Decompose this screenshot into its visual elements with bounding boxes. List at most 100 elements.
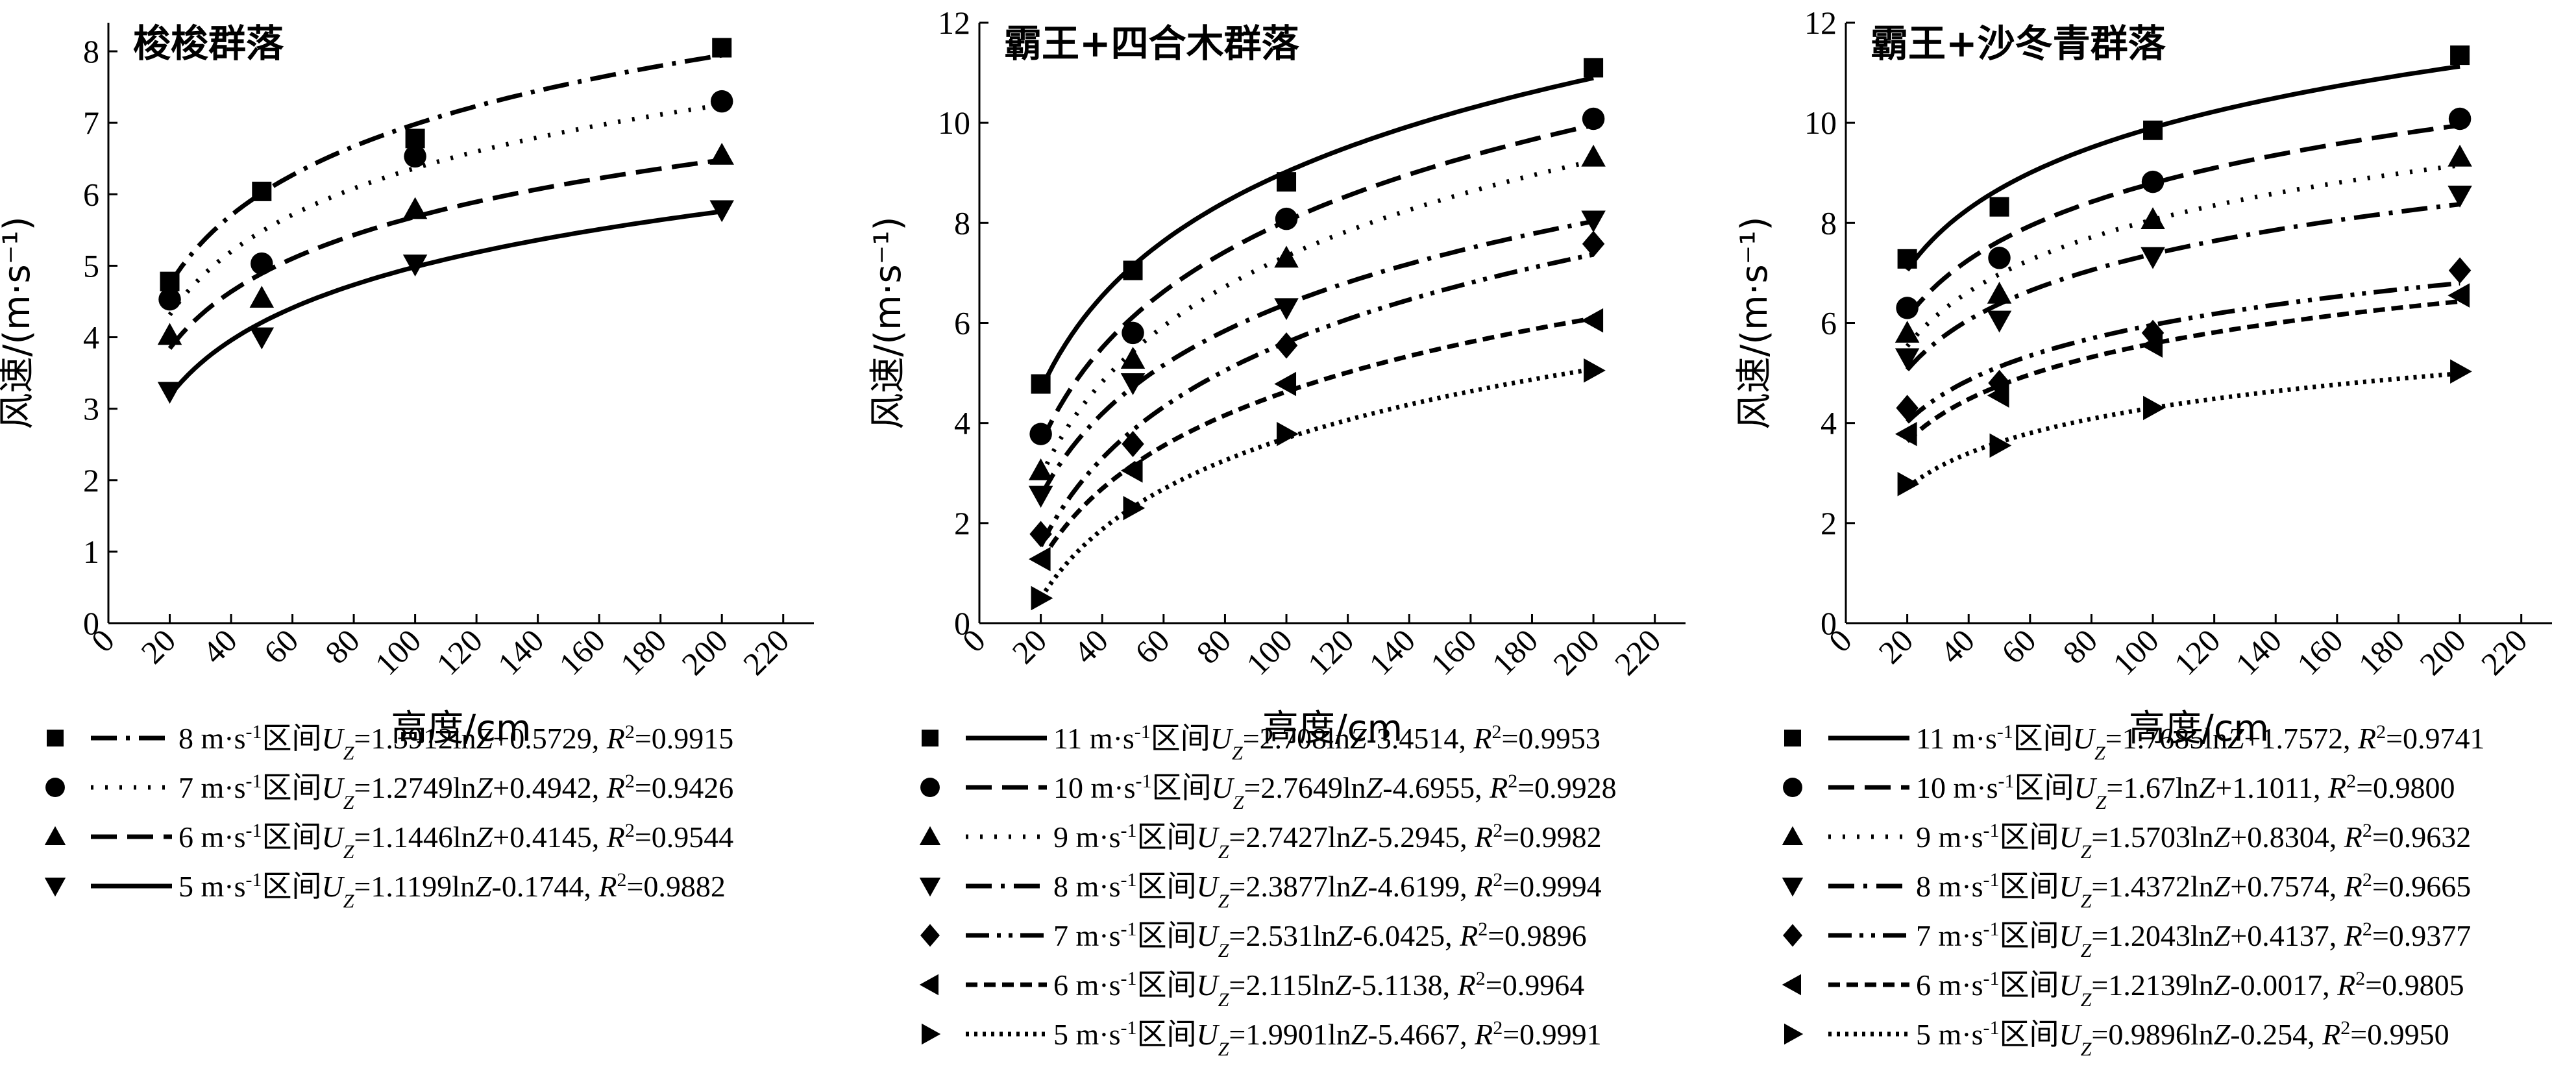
series-7: [1897, 359, 2472, 497]
series-4: [157, 200, 734, 404]
x-tick-label: 180: [2351, 622, 2412, 682]
legend-label: 5 m·s-1区间UZ=1.9901lnZ-5.4667, R2=0.9991: [1053, 1017, 1602, 1060]
legend-marker: [922, 1023, 941, 1045]
legend-item: 9 m·s-1区间UZ=1.5703lnZ+0.8304, R2=0.9632: [1782, 819, 2471, 863]
legend-label: 7 m·s-1区间UZ=1.2749lnZ+0.4942, R2=0.9426: [178, 770, 733, 813]
fit-curve: [1038, 252, 1594, 547]
legend-label: 5 m·s-1区间UZ=0.9896lnZ-0.254, R2=0.9950: [1916, 1017, 2449, 1060]
x-tick-label: 80: [2055, 622, 2104, 671]
x-tick-label: 140: [491, 622, 551, 682]
data-point: [2447, 185, 2472, 208]
chart-title: 霸王+四合木群落: [1004, 21, 1300, 66]
legend-marker: [1783, 924, 1802, 947]
data-point: [2450, 45, 2470, 66]
y-axis-label: 风速/(m·s⁻¹): [867, 216, 909, 429]
data-point: [709, 142, 734, 165]
legend-marker: [919, 974, 938, 996]
legend: 8 m·s-1区间UZ=1.3912lnZ+0.5729, R2=0.9915 7…: [44, 721, 733, 912]
x-tick-label: 60: [256, 622, 305, 671]
data-point: [2141, 247, 2165, 269]
data-point: [402, 197, 428, 219]
legend-label: 8 m·s-1区间UZ=1.4372lnZ+0.7574, R2=0.9665: [1916, 869, 2471, 912]
legend-item: 7 m·s-1区间UZ=1.2749lnZ+0.4942, R2=0.9426: [45, 770, 733, 813]
data-point: [1987, 310, 2012, 333]
series-7: [1031, 358, 1606, 611]
legend-item: 9 m·s-1区间UZ=2.7427lnZ-5.2945, R2=0.9982: [919, 819, 1602, 863]
y-tick-label: 4: [83, 319, 99, 356]
data-point: [712, 38, 732, 58]
legend: 11 m·s-1区间UZ=2.708lnZ-3.4514, R2=0.9953 1…: [919, 721, 1617, 1060]
data-point: [160, 271, 180, 291]
data-point: [709, 200, 734, 223]
data-point: [1895, 421, 1917, 447]
x-tick-label: 60: [1128, 622, 1177, 671]
x-tick-label: 160: [552, 622, 612, 682]
data-point: [249, 286, 275, 308]
legend: 11 m·s-1区间UZ=1.7685lnZ+1.7572, R2=0.9741…: [1782, 721, 2485, 1060]
y-tick-label: 12: [1804, 5, 1837, 41]
y-tick-label: 6: [83, 176, 99, 212]
x-tick-label: 200: [674, 622, 735, 682]
data-point: [1584, 58, 1604, 78]
data-point: [1122, 430, 1144, 458]
y-tick-label: 10: [938, 105, 970, 141]
data-point: [405, 129, 425, 149]
legend-item: 11 m·s-1区间UZ=1.7685lnZ+1.7572, R2=0.9741: [1784, 721, 2485, 764]
legend-item: 7 m·s-1区间UZ=1.2043lnZ+0.4137, R2=0.9377: [1783, 918, 2471, 961]
data-point: [1123, 260, 1143, 280]
legend-marker: [45, 778, 65, 797]
legend-item: 5 m·s-1区间UZ=0.9896lnZ-0.254, R2=0.9950: [1784, 1017, 2449, 1060]
legend-label: 10 m·s-1区间UZ=2.7649lnZ-4.6955, R2=0.9928: [1053, 770, 1617, 813]
legend-label: 11 m·s-1区间UZ=1.7685lnZ+1.7572, R2=0.9741: [1916, 721, 2485, 764]
legend-label: 6 m·s-1区间UZ=1.1446lnZ+0.4145, R2=0.9544: [178, 819, 733, 863]
y-tick-label: 8: [83, 33, 99, 69]
legend-label: 8 m·s-1区间UZ=1.3912lnZ+0.5729, R2=0.9915: [178, 721, 733, 764]
legend-item: 11 m·s-1区间UZ=2.708lnZ-3.4514, R2=0.9953: [922, 721, 1601, 764]
series-3: [157, 142, 734, 350]
x-tick-label: 140: [1362, 622, 1422, 682]
data-point: [2447, 283, 2470, 308]
data-point: [402, 254, 428, 277]
data-point: [2447, 144, 2472, 167]
legend-label: 7 m·s-1区间UZ=2.531lnZ-6.0425, R2=0.9896: [1053, 918, 1587, 961]
data-point: [1896, 395, 1919, 421]
y-tick-label: 3: [83, 391, 99, 427]
y-tick-label: 2: [954, 505, 970, 541]
y-tick-label: 12: [938, 5, 970, 41]
data-point: [157, 323, 182, 345]
legend-marker: [1784, 730, 1801, 746]
data-point: [1988, 247, 2011, 269]
legend-marker: [1782, 826, 1804, 845]
data-point: [404, 145, 426, 168]
data-point: [249, 327, 275, 350]
data-point: [1277, 421, 1299, 447]
fit-curve: [167, 209, 722, 397]
y-tick-label: 1: [83, 534, 99, 570]
data-point: [2450, 359, 2472, 384]
data-point: [1897, 471, 1920, 497]
data-point: [1581, 308, 1604, 333]
series-2: [1029, 107, 1605, 445]
data-point: [1274, 371, 1297, 397]
y-axis-label: 风速/(m·s⁻¹): [0, 216, 38, 429]
x-tick-label: 20: [134, 622, 182, 671]
legend-marker: [44, 826, 66, 845]
data-point: [1987, 282, 2012, 304]
y-tick-label: 8: [1821, 204, 1837, 241]
data-point: [1582, 230, 1605, 257]
data-point: [1120, 458, 1143, 483]
legend-marker: [919, 826, 941, 845]
data-point: [2448, 107, 2472, 130]
legend-label: 5 m·s-1区间UZ=1.1199lnZ-0.1744, R2=0.9882: [178, 869, 726, 912]
data-point: [1895, 321, 1920, 343]
y-tick-label: 0: [954, 605, 970, 641]
y-tick-label: 0: [1821, 605, 1837, 641]
legend-label: 6 m·s-1区间UZ=1.2139lnZ-0.0017, R2=0.9805: [1916, 967, 2464, 1011]
x-tick-label: 200: [1546, 622, 1606, 682]
chart-title: 霸王+沙冬青群落: [1871, 21, 2166, 66]
y-tick-label: 7: [83, 105, 99, 141]
y-tick-label: 8: [954, 204, 970, 241]
series-4: [1895, 185, 2472, 372]
